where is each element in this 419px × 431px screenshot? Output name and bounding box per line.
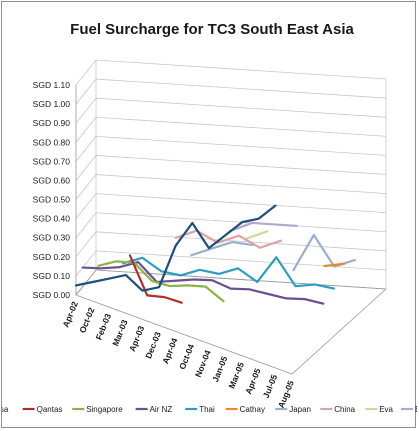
x-tick-label: Feb-03 <box>94 312 114 341</box>
x-tick-label: Mar-03 <box>110 318 130 347</box>
legend-label: Air NZ <box>150 405 173 414</box>
legend-label: Thai <box>199 405 215 414</box>
series-line-cathay <box>323 262 346 268</box>
gridline <box>75 231 387 258</box>
grid-layer <box>75 59 387 375</box>
x-tick-label: Apr-05 <box>243 367 262 396</box>
series-line-lufthansa <box>74 204 277 292</box>
legend-label: Cathay <box>240 405 265 414</box>
gridline <box>75 269 387 296</box>
legend-label: Emirates <box>415 405 417 414</box>
gridline <box>75 212 387 238</box>
x-tick-label: Oct-02 <box>77 306 96 335</box>
x-tick-label: Apr-04 <box>160 336 179 365</box>
x-tick-label: Jul-05 <box>261 373 280 400</box>
series-layer <box>74 204 356 305</box>
y-tick-label: SGD 0.40 <box>33 214 71 224</box>
legend: Lufthansa Qantas Singapore Air NZ Thai Cathay… <box>2 405 417 414</box>
series-line-emirates <box>228 221 298 233</box>
x-tick-label: Dec-03 <box>143 330 163 360</box>
legend-label: Lufthansa <box>2 405 9 414</box>
gridline <box>75 59 387 86</box>
y-tick-label: SGD 0.90 <box>33 118 71 128</box>
y-tick-label: SGD 0.20 <box>33 252 71 262</box>
x-tick-label: Nov-04 <box>193 348 213 378</box>
gridline <box>75 155 387 181</box>
x-tick-label: Oct-04 <box>177 342 196 371</box>
x-tick-label: Mar-05 <box>226 361 246 390</box>
y-tick-label: SGD 0.00 <box>33 290 71 300</box>
y-axis-ticks: SGD 0.00 SGD 0.10 SGD 0.20 SGD 0.30 SGD 0.40… <box>33 80 71 300</box>
x-tick-label: Apr-02 <box>60 300 79 329</box>
legend-label: Singapore <box>86 405 123 414</box>
series-line-eva <box>244 230 269 240</box>
y-tick-label: SGD 0.80 <box>33 137 71 147</box>
x-tick-label: Jan-05 <box>210 354 229 383</box>
legend-label: China <box>334 405 355 414</box>
y-tick-label: SGD 0.10 <box>33 271 71 281</box>
series-line-japan <box>190 240 254 257</box>
series-line-thai <box>122 256 335 290</box>
gridline <box>75 174 387 200</box>
gridline <box>75 97 387 124</box>
y-tick-label: SGD 1.00 <box>33 99 71 109</box>
y-tick-label: SGD 1.10 <box>33 80 71 90</box>
gridline <box>75 135 387 162</box>
y-tick-label: SGD 0.70 <box>33 156 71 166</box>
series-line-china <box>174 229 283 249</box>
y-tick-label: SGD 0.50 <box>33 195 71 205</box>
series-line-qantas <box>128 254 183 304</box>
series-line-japan <box>292 233 356 272</box>
chart-title: Fuel Surcharge for TC3 South East Asia <box>70 21 354 38</box>
legend-label: Eva <box>379 405 393 414</box>
series-line-air-nz <box>81 261 325 305</box>
legend-label: Japan <box>289 405 311 414</box>
gridline <box>75 116 387 143</box>
y-tick-label: SGD 0.30 <box>33 233 71 243</box>
y-tick-label: SGD 0.60 <box>33 175 71 185</box>
x-tick-label: Apr-03 <box>127 324 146 353</box>
gridline <box>75 193 387 219</box>
x-axis-ticks: Apr-02Oct-02Feb-03Mar-03Apr-03Dec-03Apr-… <box>60 300 295 410</box>
legend-label: Qantas <box>37 405 63 414</box>
gridline <box>75 78 387 105</box>
